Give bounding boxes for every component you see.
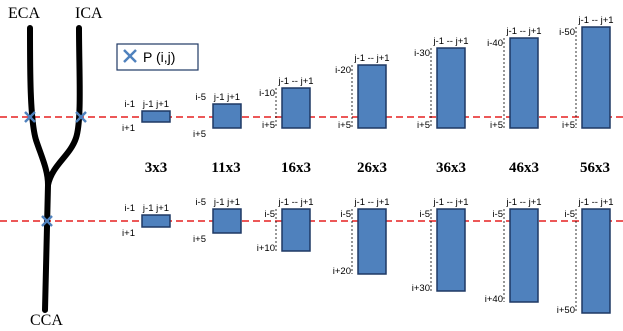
row-top-label: i-5	[195, 92, 206, 103]
window-size-label: 3x3	[145, 160, 168, 176]
ica-branch	[45, 25, 83, 188]
row-bottom-label: i+5	[490, 120, 503, 131]
legend: P (i,j)	[116, 43, 199, 71]
window-group: j-1 -- j+1i-5 i+50	[557, 197, 614, 316]
legend-label: P (i,j)	[143, 49, 175, 65]
window-group: j-1 j+1 i-5 i+5	[193, 92, 242, 140]
column-range-label: j-1 -- j+1	[577, 197, 613, 208]
window-rect	[281, 208, 311, 252]
column-range-label: j-1 -- j+1	[577, 15, 613, 26]
row-top-label: i-5	[564, 209, 575, 220]
row-bottom-label: i+5	[193, 129, 206, 140]
column-range-label: j-1 j+1	[142, 203, 169, 214]
window-rect	[141, 214, 171, 228]
row-bottom-label: i+5	[417, 120, 430, 131]
row-top-label: i-40	[487, 38, 503, 49]
column-range-label: j-1 j+1	[142, 99, 169, 110]
window-group: j-1 -- j+1i-5 i+20	[333, 197, 390, 277]
window-group: j-1 -- j+1i-30 i+5	[414, 36, 468, 131]
row-bottom-label: i+50	[557, 305, 575, 316]
row-bottom-label: i+30	[412, 283, 430, 294]
row-top-label: i-5	[419, 209, 430, 220]
legend-marker-icon	[123, 49, 137, 63]
window-rect	[436, 208, 466, 292]
eca-branch	[27, 25, 51, 188]
row-top-label: i-1	[124, 203, 135, 214]
eca-label: ECA	[8, 5, 40, 22]
cca-point-marker	[41, 215, 53, 227]
window-group: j-1 j+1 i-1 i+1	[122, 99, 171, 134]
window-size-label: 11x3	[211, 160, 240, 176]
column-range-label: j-1 j+1	[213, 197, 240, 208]
window-group: j-1 j+1 i-5 i+5	[193, 197, 242, 245]
row-bottom-label: i+20	[333, 266, 351, 277]
window-group: j-1 -- j+1i-5 i+30	[412, 197, 469, 294]
row-top-label: i-50	[559, 27, 575, 38]
row-top-label: i-20	[335, 65, 351, 76]
column-range-label: j-1 j+1	[213, 92, 240, 103]
ica-label: ICA	[75, 5, 103, 22]
window-rect	[581, 26, 611, 129]
ica-point-marker	[75, 111, 87, 123]
column-range-label: j-1 -- j+1	[505, 26, 541, 37]
column-range-label: j-1 -- j+1	[277, 197, 313, 208]
cca-trunk	[42, 182, 51, 313]
window-group: j-1 j+1 i-1 i+1	[122, 203, 171, 239]
window-rect	[141, 110, 171, 123]
row-top-label: i-5	[195, 197, 206, 208]
window-size-label: 36x3	[436, 160, 466, 176]
row-top-label: i-10	[259, 88, 275, 99]
cca-label: CCA	[30, 312, 63, 329]
row-bottom-label: i+5	[562, 120, 575, 131]
column-range-label: j-1 -- j+1	[432, 197, 468, 208]
row-bottom-label: i+1	[122, 228, 135, 239]
row-bottom-label: i+1	[122, 123, 135, 134]
window-size-label: 16x3	[281, 160, 311, 176]
column-range-label: j-1 -- j+1	[353, 53, 389, 64]
bottom-row-windows: j-1 j+1i-1i+1j-1 j+1i-5i+5j-1 -- j+1i-5i…	[122, 197, 614, 316]
window-group: j-1 -- j+1i-40 i+5	[487, 26, 541, 131]
window-rect	[212, 208, 242, 234]
row-bottom-label: i+5	[338, 120, 351, 131]
row-top-label: i-5	[340, 209, 351, 220]
window-rect	[509, 37, 539, 129]
row-top-label: i-5	[264, 209, 275, 220]
row-bottom-label: i+5	[193, 234, 206, 245]
row-top-label: i-5	[492, 209, 503, 220]
window-group: j-1 -- j+1i-20 i+5	[335, 53, 389, 131]
column-range-label: j-1 -- j+1	[432, 36, 468, 47]
top-row-windows: j-1 j+1i-1i+1j-1 j+1i-5i+5j-1 -- j+1i-10…	[122, 15, 614, 140]
window-group: j-1 -- j+1i-5 i+40	[485, 197, 542, 305]
window-group: j-1 -- j+1i-50 i+5	[559, 15, 613, 131]
window-rect	[436, 47, 466, 129]
window-rect	[281, 87, 311, 129]
row-bottom-label: i+5	[262, 120, 275, 131]
row-bottom-label: i+40	[485, 294, 503, 305]
column-range-label: j-1 -- j+1	[505, 197, 541, 208]
row-top-label: i-1	[124, 99, 135, 110]
column-range-label: j-1 -- j+1	[353, 197, 389, 208]
window-rect	[212, 103, 242, 129]
window-size-label: 46x3	[509, 160, 539, 176]
window-rect	[509, 208, 539, 303]
window-rect	[357, 208, 387, 275]
window-group: j-1 -- j+1i-10 i+5	[259, 76, 313, 131]
window-rect	[357, 64, 387, 129]
column-range-label: j-1 -- j+1	[277, 76, 313, 87]
window-rect	[581, 208, 611, 314]
window-size-label: 56x3	[580, 160, 610, 176]
window-group: j-1 -- j+1i-5 i+10	[257, 197, 314, 254]
size-labels: 3x3 11x3 16x3 26x3 36x3 46x3 56x3	[145, 160, 610, 176]
row-top-label: i-30	[414, 48, 430, 59]
window-size-label: 26x3	[357, 160, 387, 176]
row-bottom-label: i+10	[257, 243, 275, 254]
eca-point-marker	[24, 111, 36, 123]
